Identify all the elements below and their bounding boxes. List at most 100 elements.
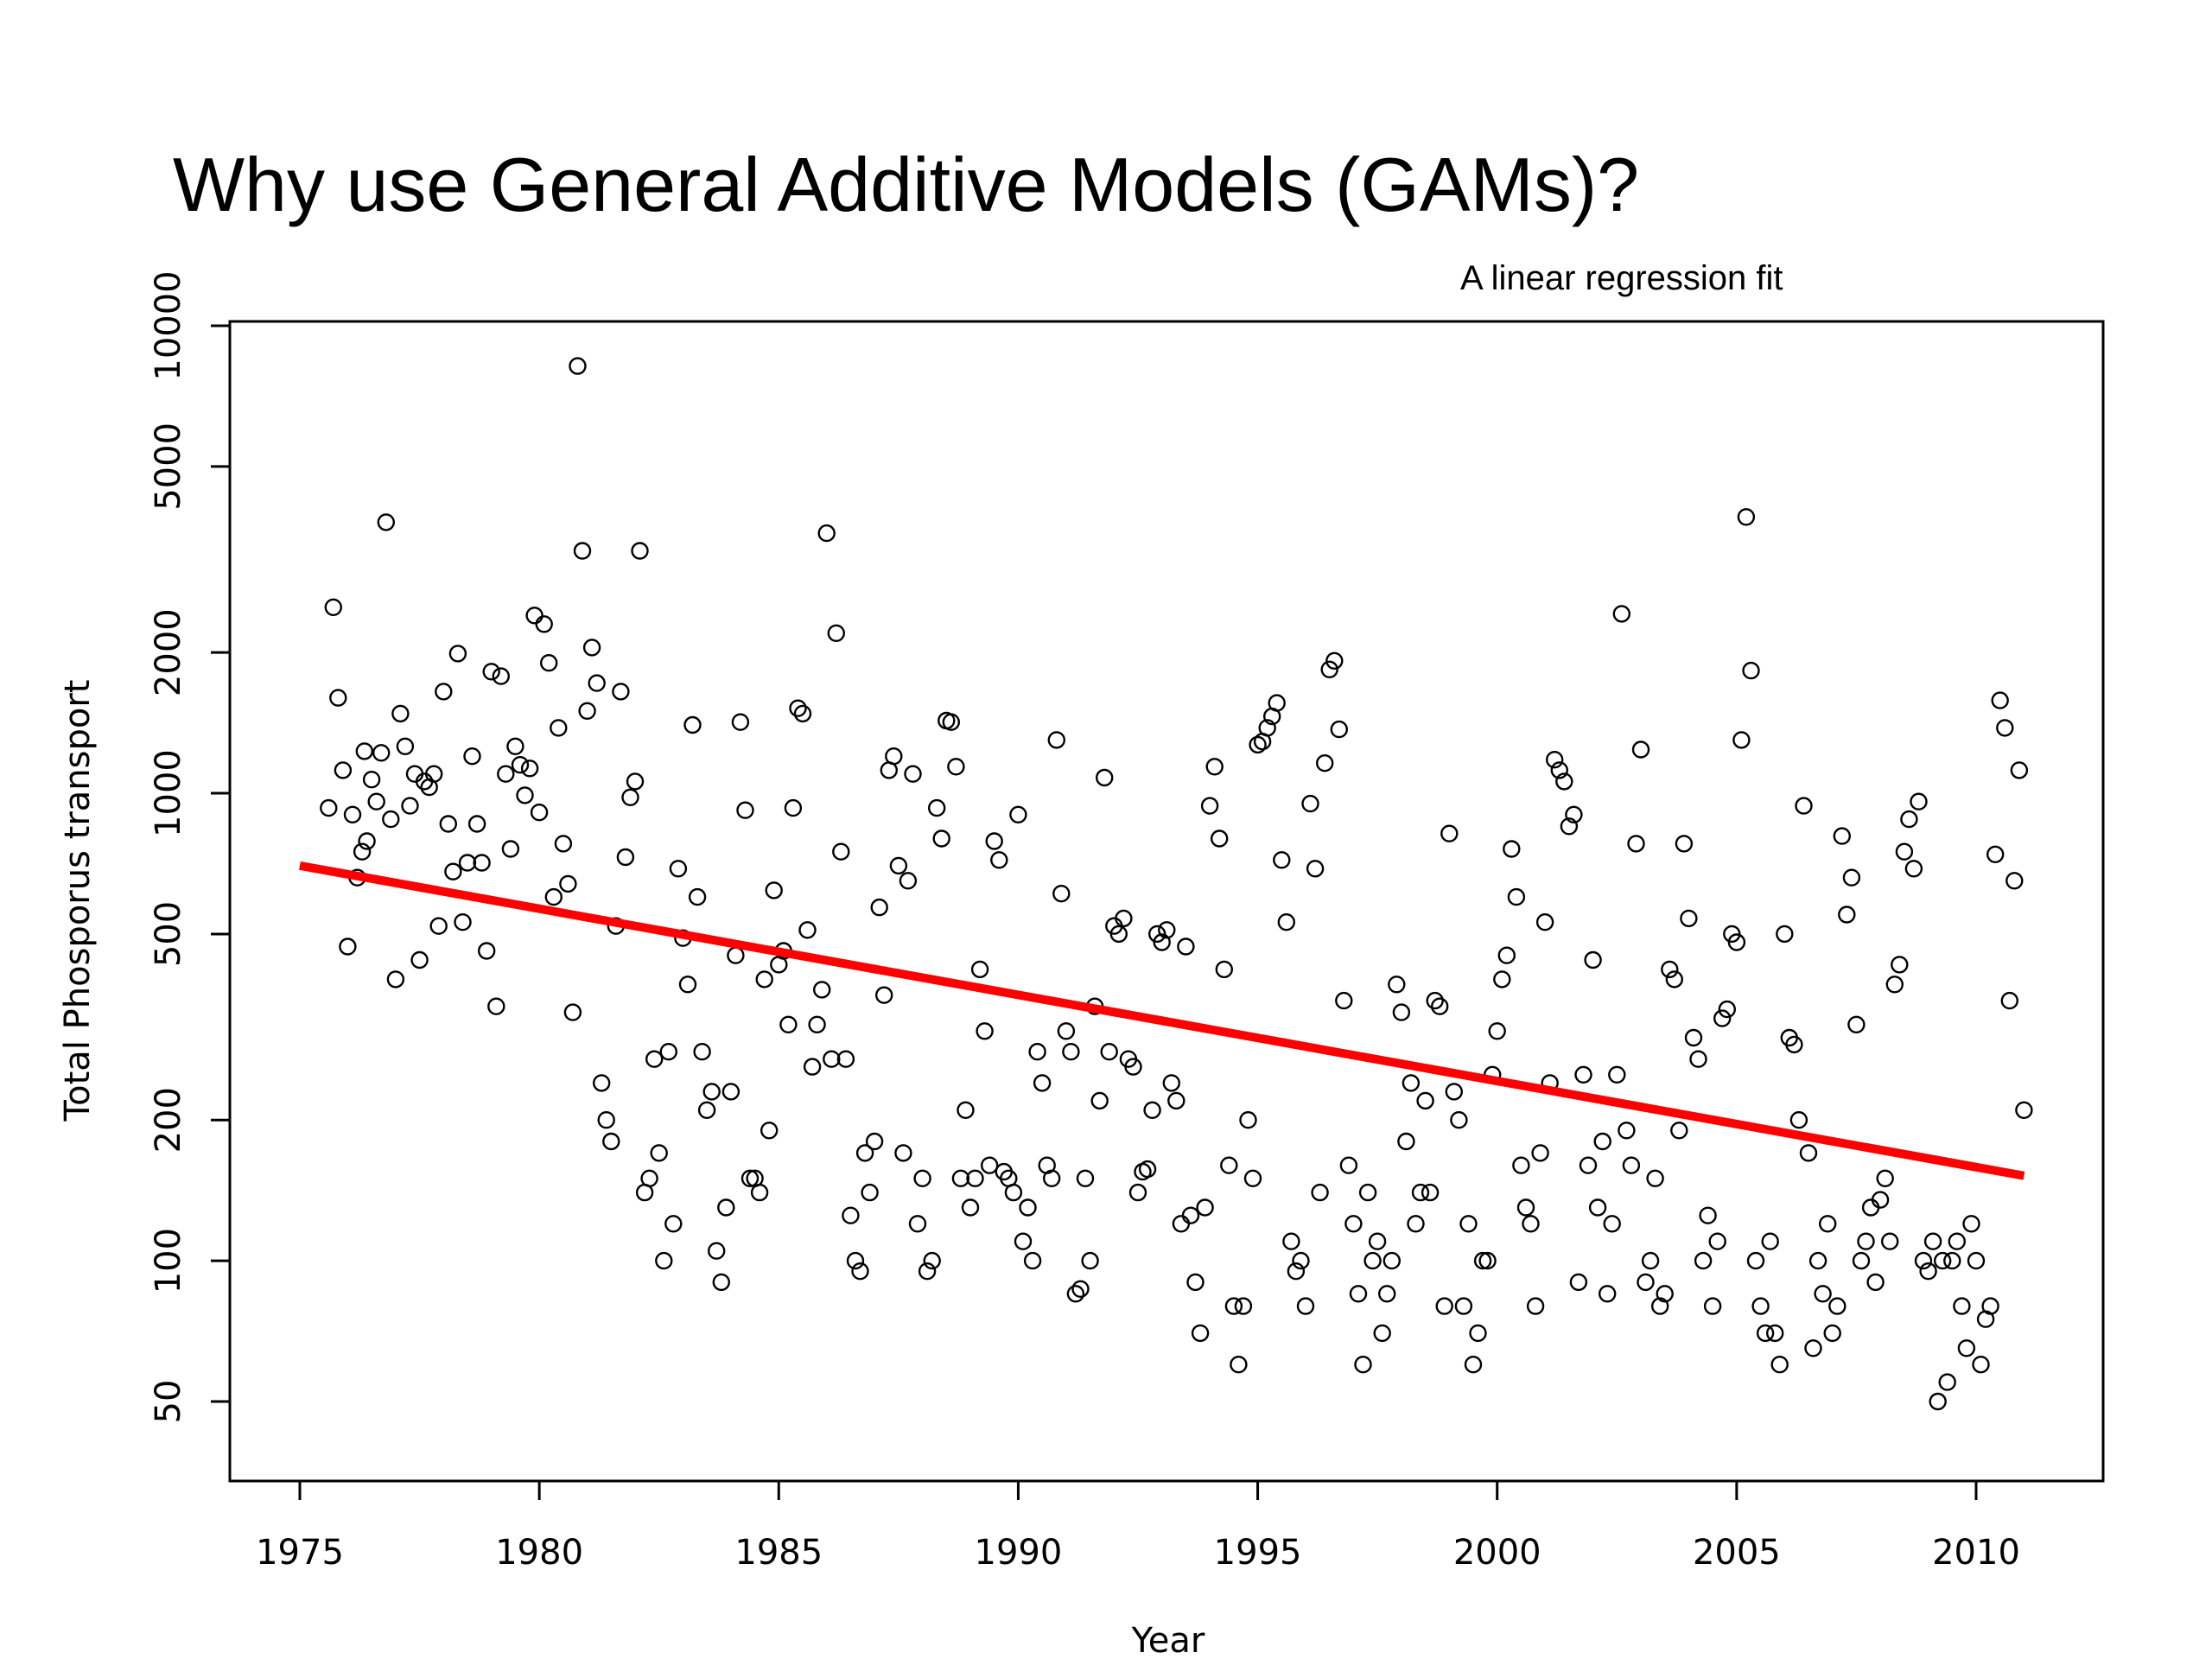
data-point [1358, 1183, 1377, 1202]
data-point [1761, 1232, 1779, 1250]
y-tick-label: 10000 [149, 270, 188, 380]
y-tick-label: 2000 [149, 608, 188, 696]
data-point [1062, 1042, 1080, 1061]
data-point [789, 699, 807, 717]
data-point [463, 747, 481, 766]
data-point [1177, 938, 1195, 956]
data-point [1910, 792, 1928, 810]
data-point [1713, 1009, 1732, 1027]
data-point [736, 801, 754, 819]
data-point [875, 986, 893, 1004]
data-point [616, 848, 635, 867]
data-point [467, 815, 486, 833]
data-point [2010, 761, 2029, 779]
data-point [894, 1144, 912, 1162]
data-point [927, 798, 946, 817]
data-point [473, 854, 491, 872]
data-point [1388, 976, 1406, 994]
data-point [659, 1042, 677, 1061]
data-point [1167, 1091, 1185, 1110]
data-point [1153, 933, 1171, 951]
data-point [1416, 1091, 1434, 1110]
data-point [1857, 1232, 1875, 1250]
data-point [612, 683, 630, 701]
data-point [846, 1251, 865, 1270]
data-point [1765, 1324, 1784, 1343]
data-point [1565, 805, 1583, 823]
data-point [1497, 946, 1516, 964]
data-point [593, 1074, 611, 1092]
data-point [501, 840, 520, 858]
data-point [1301, 794, 1319, 813]
y-tick-label: 200 [149, 1087, 188, 1153]
data-point [1311, 1183, 1329, 1202]
data-point [1459, 1215, 1478, 1233]
data-point [1023, 1251, 1042, 1270]
data-point [569, 357, 587, 375]
data-point [1650, 1297, 1669, 1315]
data-point [650, 1144, 668, 1162]
data-point [655, 1251, 673, 1270]
data-point [1627, 835, 1645, 853]
data-point [1876, 1169, 1894, 1188]
y-axis-title: Total Phosporus transport [58, 680, 98, 1122]
data-point [1555, 772, 1573, 791]
data-point [1972, 1355, 1990, 1374]
data-point [904, 765, 922, 783]
data-point [1349, 1285, 1368, 1303]
data-point [554, 835, 573, 853]
data-point [750, 1183, 769, 1202]
data-point [803, 1058, 822, 1076]
data-point [1445, 1083, 1464, 1101]
data-point [741, 1169, 760, 1188]
data-point [1953, 1297, 1971, 1315]
data-point [813, 981, 831, 999]
data-point [721, 1083, 741, 1101]
data-point [1230, 1355, 1248, 1374]
data-point [727, 946, 745, 964]
x-tick-label: 1985 [734, 1533, 823, 1573]
data-point [1057, 1022, 1076, 1040]
data-point [1842, 868, 1861, 887]
data-point [798, 921, 817, 939]
data-point [1885, 976, 1904, 994]
data-point [861, 1183, 879, 1202]
data-point [1397, 1132, 1415, 1151]
data-point [372, 744, 391, 762]
x-tick-label: 2000 [1453, 1533, 1541, 1573]
data-point [947, 758, 965, 776]
data-point [1933, 1251, 1952, 1270]
data-point [339, 938, 357, 956]
data-point [454, 912, 472, 931]
data-point [343, 805, 362, 823]
data-point [482, 663, 500, 681]
data-point [597, 1110, 615, 1129]
data-point [889, 856, 908, 875]
data-point [1550, 761, 1569, 779]
data-point [1277, 912, 1296, 931]
data-point [1680, 909, 1698, 928]
data-point [697, 1101, 716, 1120]
data-point [396, 737, 415, 755]
data-point [1095, 768, 1114, 787]
data-point [640, 1169, 658, 1188]
data-point [1124, 1058, 1142, 1076]
data-point [1143, 1101, 1161, 1120]
data-point [1838, 906, 1856, 924]
data-point [1535, 912, 1554, 931]
data-point [530, 804, 549, 822]
data-point [1742, 661, 1760, 680]
data-point [1904, 860, 1923, 878]
data-point [1891, 956, 1909, 974]
data-point [1158, 921, 1176, 939]
data-point [1900, 810, 1918, 829]
data-point [793, 704, 812, 723]
data-point [1795, 797, 1813, 815]
data-point [1200, 797, 1219, 815]
data-point [1196, 1198, 1214, 1217]
data-point [1450, 1110, 1468, 1129]
data-point [1392, 1003, 1411, 1021]
data-point [918, 1262, 937, 1281]
data-point [1440, 824, 1459, 842]
x-tick-label: 2005 [1693, 1533, 1781, 1573]
